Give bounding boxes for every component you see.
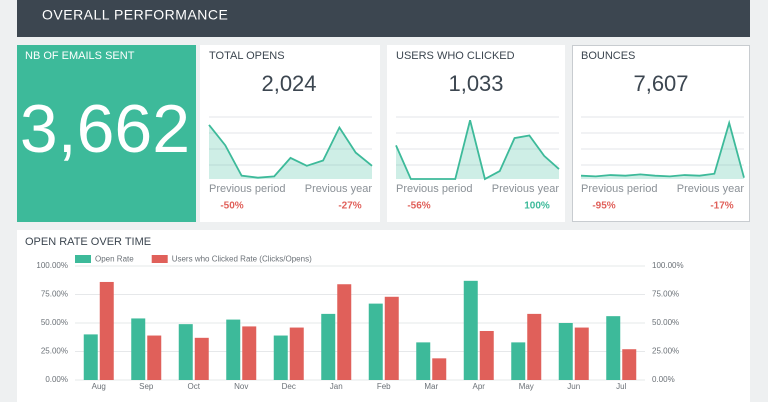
bar <box>368 303 383 380</box>
legend-swatch <box>75 255 91 263</box>
bar <box>416 342 431 380</box>
sparkline-area <box>209 124 372 179</box>
x-tick-label: Sep <box>139 382 154 391</box>
comparison-change: -56% <box>407 201 430 212</box>
card <box>17 45 196 222</box>
bar <box>606 316 621 380</box>
card-value: 2,024 <box>261 71 316 96</box>
bar <box>337 284 352 380</box>
x-tick-label: Oct <box>188 382 201 391</box>
x-tick-label: Apr <box>473 382 486 391</box>
card-value: 7,607 <box>633 71 688 96</box>
x-tick-label: Dec <box>282 382 296 391</box>
comparison-change: 100% <box>524 201 550 212</box>
bar <box>242 326 257 380</box>
bar <box>558 323 573 380</box>
y-tick-label: 0.00% <box>45 375 68 384</box>
card-title: TOTAL OPENS <box>209 50 285 62</box>
header-title: OVERALL PERFORMANCE <box>42 7 228 23</box>
y2-tick-label: 50.00% <box>652 318 679 327</box>
bar <box>83 334 98 380</box>
x-tick-label: Aug <box>92 382 106 391</box>
comparison-change: -50% <box>220 201 243 212</box>
x-tick-label: Jan <box>330 382 343 391</box>
bar <box>463 280 478 380</box>
x-tick-label: Jun <box>567 382 580 391</box>
y2-tick-label: 100.00% <box>652 261 684 270</box>
bar <box>131 318 146 380</box>
x-tick-label: Feb <box>377 382 391 391</box>
header-bar <box>17 0 750 37</box>
y2-tick-label: 25.00% <box>652 347 679 356</box>
comparison-label: Previous period <box>581 183 657 195</box>
bar <box>178 324 193 380</box>
x-tick-label: Jul <box>616 382 626 391</box>
bar <box>147 335 162 380</box>
card-value: 3,662 <box>20 91 190 167</box>
y-tick-label: 50.00% <box>41 318 68 327</box>
bar <box>622 349 637 380</box>
card-title: NB OF EMAILS SENT <box>25 50 135 62</box>
bar <box>432 358 447 380</box>
bar <box>574 327 589 380</box>
card-title: BOUNCES <box>581 50 635 62</box>
comparison-label: Previous year <box>305 183 373 195</box>
comparison-change: -95% <box>592 201 615 212</box>
bar <box>321 313 336 380</box>
x-tick-label: Mar <box>424 382 438 391</box>
sparkline-line <box>208 124 373 179</box>
comparison-label: Previous year <box>677 183 745 195</box>
y-tick-label: 75.00% <box>41 290 68 299</box>
y-tick-label: 100.00% <box>36 261 68 270</box>
chart-title: OPEN RATE OVER TIME <box>25 236 151 248</box>
legend-label: Users who Clicked Rate (Clicks/Opens) <box>172 255 312 264</box>
sparkline-line <box>395 120 560 181</box>
bar <box>226 319 241 380</box>
bar <box>511 342 526 380</box>
legend-label: Open Rate <box>95 255 134 264</box>
bar <box>194 337 209 380</box>
y2-tick-label: 0.00% <box>652 375 675 384</box>
bar <box>99 281 114 380</box>
comparison-label: Previous year <box>492 183 560 195</box>
y-tick-label: 25.00% <box>41 347 68 356</box>
x-tick-label: Nov <box>234 382 248 391</box>
bar <box>289 327 304 380</box>
comparison-label: Previous period <box>396 183 472 195</box>
bar <box>384 296 399 380</box>
x-tick-label: May <box>519 382 534 391</box>
bar <box>479 330 494 380</box>
card-value: 1,033 <box>448 71 503 96</box>
card-title: USERS WHO CLICKED <box>396 50 515 62</box>
bar <box>527 313 542 380</box>
legend-swatch <box>151 255 168 263</box>
y2-tick-label: 75.00% <box>652 290 679 299</box>
sparkline-line <box>580 119 745 178</box>
comparison-change: -27% <box>338 201 361 212</box>
comparison-change: -17% <box>710 201 733 212</box>
bar <box>273 335 288 380</box>
comparison-label: Previous period <box>209 183 285 195</box>
